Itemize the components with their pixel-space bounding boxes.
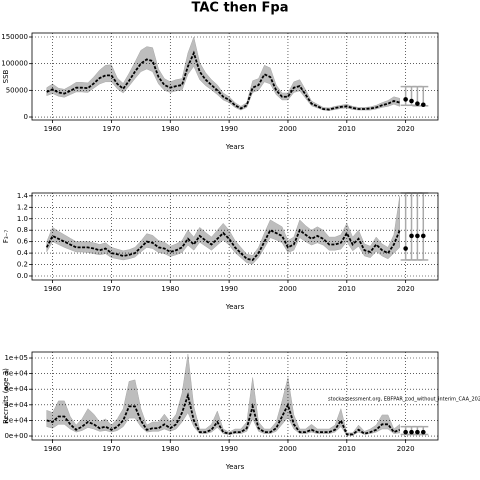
x-tick-label: 2020 [397,285,415,293]
x-tick-label: 2010 [338,285,356,293]
x-axis-label: Years [225,463,245,471]
forecast-point [403,97,408,102]
forecast-point [415,233,420,239]
x-tick-label: 1970 [103,445,121,453]
y-tick-label: 0.0 [17,272,28,280]
forecast-point [415,429,420,435]
plot-frame [31,192,439,281]
y-tick-label: 150000 [1,33,28,41]
x-tick-label: 2000 [279,285,297,293]
y-tick-label: 0.2 [17,261,28,269]
x-tick-label: 2010 [338,445,356,453]
plot-frame [31,32,439,121]
x-tick-label: 1970 [103,125,121,133]
y-tick-label: 2e+04 [4,416,28,424]
x-tick-label: 1960 [44,285,62,293]
y-tick-label: 4e+04 [4,401,28,409]
y-tick-label: 1.2 [17,203,28,211]
x-tick-label: 2010 [338,125,356,133]
x-tick-label: 1980 [161,285,179,293]
x-tick-label: 2020 [397,445,415,453]
x-tick-label: 1980 [161,125,179,133]
x-axis-label: Years [225,303,245,311]
x-tick-label: 1980 [161,445,179,453]
x-tick-label: 2000 [279,125,297,133]
y-axis-label: F₃₋₇ [2,230,10,244]
y-tick-label: 0.6 [17,238,29,246]
x-axis-label: Years [225,143,245,151]
forecast-point [409,429,414,435]
x-tick-label: 2000 [279,445,297,453]
forecast-point [409,98,414,104]
forecast-point [420,429,426,435]
x-tick-label: 1960 [44,445,62,453]
estimate-line [45,228,401,261]
confidence-band [46,354,401,436]
x-tick-label: 1990 [220,125,238,133]
y-tick-label: 0 [24,113,28,121]
forecast-point [403,429,408,435]
forecast-point [420,102,426,108]
estimate-line [46,50,400,111]
figure-title: TAC then Fpa [191,1,288,16]
x-tick-label: 1990 [220,445,238,453]
y-axis-label: SSB [2,69,10,83]
y-tick-label: 50000 [6,86,28,94]
y-tick-label: 1.4 [17,192,29,200]
annotation: stockassessment.org, EBFPAR_cod_without_… [328,397,480,403]
y-tick-label: 0.4 [17,249,29,257]
x-tick-label: 1990 [220,285,238,293]
x-tick-label: 1970 [103,285,121,293]
y-axis-label: Recruits (age 3) [2,368,10,424]
y-tick-label: 6e+04 [4,385,28,393]
forecast-point [420,233,426,239]
x-tick-label: 2020 [397,125,415,133]
y-tick-label: 0.8 [17,226,28,234]
plot-frame [31,351,439,441]
forecast-point [409,233,414,239]
y-tick-label: 1e+05 [4,354,28,362]
x-tick-label: 1960 [44,125,62,133]
y-tick-label: 0e+00 [4,432,28,440]
forecast-point [415,101,420,106]
y-tick-label: 100000 [1,60,28,68]
y-tick-label: 8e+04 [4,370,28,378]
forecast-point [403,246,408,251]
y-tick-label: 1.0 [17,215,28,223]
confidence-band [46,195,401,265]
